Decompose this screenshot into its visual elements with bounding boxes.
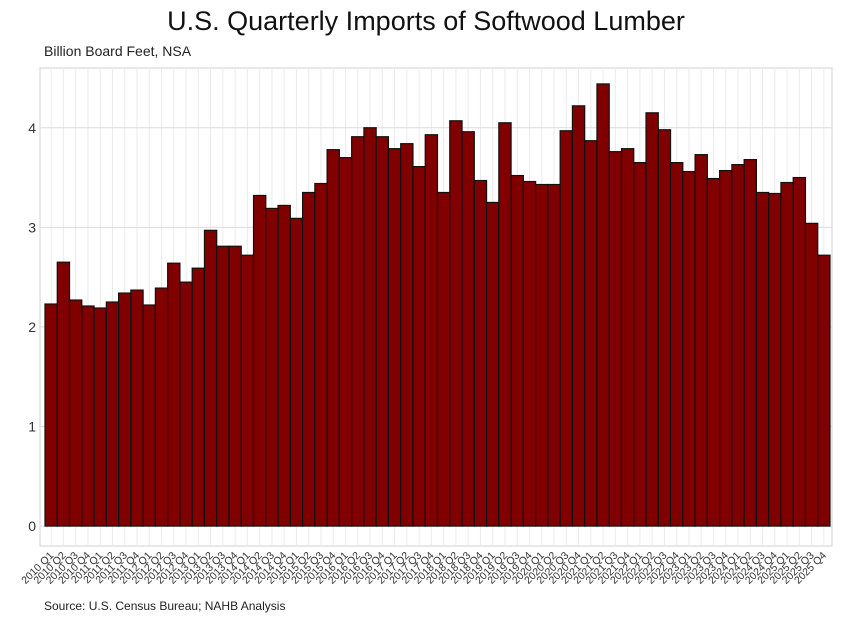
y-tick-label: 4 [28,120,36,136]
bar [436,191,451,527]
bar [68,299,83,527]
bar [363,127,377,527]
bar [449,120,463,527]
bar [412,165,426,527]
bar [289,217,304,527]
y-axis-ticks: 0 1 2 3 4 [28,120,36,534]
bar [424,134,439,527]
bar [240,254,255,527]
bar [179,281,193,527]
bar [817,254,831,527]
bar [719,169,733,527]
bar [755,191,770,527]
bar [277,204,291,527]
y-tick-label: 3 [28,219,36,235]
bar-series [44,83,831,527]
bar [596,83,610,527]
bar [142,304,156,527]
bar [743,159,758,527]
source-note: Source: U.S. Census Bureau; NAHB Analysi… [44,599,286,613]
bar [473,179,488,527]
bar [93,307,107,527]
bar [44,303,58,527]
bar [228,245,242,527]
bar [792,176,807,527]
bar [620,148,635,527]
y-tick-label: 2 [28,319,36,335]
y-tick-label: 1 [28,419,36,435]
bar [326,149,340,527]
bar [584,140,598,527]
bar [191,267,206,527]
bar [804,222,819,527]
bar [694,154,708,527]
bar [351,136,365,527]
bar [130,289,144,527]
bar [81,305,95,527]
bar [203,229,218,527]
chart-title: U.S. Quarterly Imports of Softwood Lumbe… [167,6,685,36]
bar [167,262,181,527]
bar [571,105,586,527]
bar [780,181,794,527]
bar [657,129,672,527]
bar [706,177,721,527]
bar [105,301,120,527]
bar [375,136,390,527]
bar [154,287,169,527]
bar [301,191,316,527]
bar [498,122,512,527]
chart-subtitle: Billion Board Feet, NSA [44,43,192,59]
bar [338,157,353,527]
y-tick-label: 0 [28,518,36,534]
bar [252,194,267,527]
bar [485,201,500,527]
bar [522,180,537,527]
bar [400,143,414,527]
bar [547,183,561,527]
bar [535,183,549,527]
bar [645,112,659,527]
bar [559,130,574,527]
bar [669,162,684,527]
bar [461,131,475,527]
bar [633,162,647,527]
bar [56,261,71,527]
bar [768,192,782,527]
bar [731,163,745,527]
bar [265,207,279,527]
bar [216,245,230,527]
bar [387,148,402,527]
bar [682,170,696,527]
bar [510,174,524,527]
bar [608,151,623,527]
bar [314,182,328,527]
bar [117,292,132,527]
